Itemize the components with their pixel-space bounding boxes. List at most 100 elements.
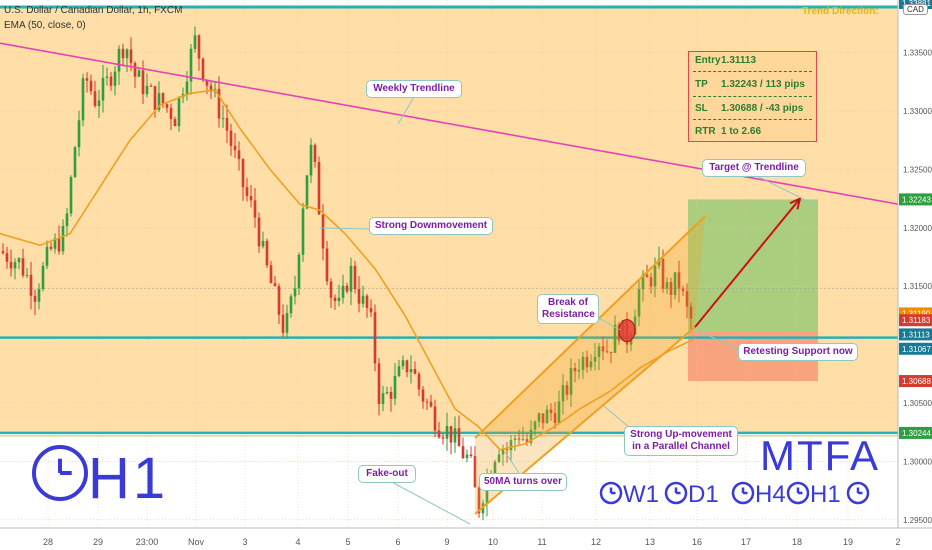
candle-body <box>261 240 265 247</box>
trade-plan-box: Entry 1.31113 TP 1.32243 / 113 pips SL 1… <box>688 51 817 142</box>
tp-value: 1.32243 / 113 pips <box>721 79 805 90</box>
candle-body <box>145 85 149 95</box>
candle-body <box>301 208 305 255</box>
candle <box>285 304 289 339</box>
candle-body <box>385 392 389 394</box>
candle-body <box>169 107 173 120</box>
weekly-trendline-callout: Weekly Trendline <box>366 80 462 98</box>
candle-body <box>393 376 397 399</box>
candle <box>405 359 409 378</box>
ma-turns-over-callout: 50MA turns over <box>479 473 567 491</box>
break-line-1: Break of <box>547 297 588 308</box>
price-label: 1.31067 <box>899 342 932 355</box>
target-callout: Target @ Trendline <box>702 159 806 177</box>
sl-value: 1.30688 / -43 pips <box>721 103 804 114</box>
candle-body <box>561 385 565 402</box>
candle-body <box>321 214 325 249</box>
candle-body <box>665 282 669 289</box>
candle-body <box>189 48 193 82</box>
tp-label: TP <box>695 79 708 90</box>
timeframe-item: W1 <box>623 481 659 508</box>
candle-body <box>609 351 613 353</box>
y-tick-label: 1.29500 <box>903 516 932 525</box>
candle <box>45 240 49 270</box>
candle <box>265 238 269 269</box>
trade-divider <box>693 96 812 97</box>
candle <box>549 403 553 421</box>
candle-body <box>401 360 405 367</box>
candle-body <box>449 426 453 443</box>
candle <box>581 352 585 379</box>
candle <box>329 278 333 309</box>
clock-icon <box>731 481 755 505</box>
candle-body <box>113 71 117 86</box>
weekly-trendline <box>0 42 932 212</box>
candle-body <box>389 392 393 399</box>
candle-body <box>553 413 557 424</box>
candle <box>397 360 401 378</box>
candle <box>49 242 53 251</box>
clock-icon <box>786 481 810 505</box>
candle <box>309 138 313 184</box>
mtfa-label: MTFA <box>760 432 880 479</box>
clock-icon <box>664 481 688 505</box>
trend-direction-label: Trend Direction: <box>802 6 879 17</box>
candle-body <box>597 346 601 357</box>
candle <box>153 85 157 118</box>
candle <box>613 315 617 353</box>
candle-body <box>13 262 17 269</box>
candle <box>441 433 445 445</box>
candle <box>601 336 605 361</box>
candle-body <box>245 187 249 197</box>
candle-body <box>21 258 25 276</box>
ema50-line <box>0 89 696 451</box>
candle <box>401 355 405 370</box>
break-of-resistance-callout: Break of Resistance <box>537 294 599 324</box>
candle-body <box>289 296 293 314</box>
price-label: 1.31183 <box>899 314 932 327</box>
candle <box>113 66 117 96</box>
strong-up-movement-callout: Strong Up-movement in a Parallel Channel <box>624 426 738 456</box>
candle <box>453 416 457 454</box>
candle-body <box>441 437 445 439</box>
candle <box>585 350 589 373</box>
candle-body <box>29 274 33 296</box>
candle-body <box>369 307 373 313</box>
time-axis <box>0 528 932 550</box>
candle-body <box>309 144 313 176</box>
candle <box>109 72 113 91</box>
callout-pointer <box>319 227 373 230</box>
candle <box>149 83 153 87</box>
candle-body <box>433 406 437 431</box>
candle-body <box>61 226 65 252</box>
candle <box>677 260 681 303</box>
y-tick-label: 1.30000 <box>903 457 932 466</box>
candle <box>281 304 285 338</box>
candle-body <box>517 438 521 440</box>
candle <box>345 282 349 294</box>
candle-body <box>273 283 277 287</box>
price-label-text: 1.30688 <box>902 377 931 386</box>
timeframe-item: H1 <box>810 481 841 508</box>
candle-body <box>297 254 301 289</box>
sl-label: SL <box>695 103 708 114</box>
candle <box>597 343 601 371</box>
candle <box>105 67 109 86</box>
candle-body <box>45 246 49 266</box>
candle <box>97 89 101 119</box>
candle-body <box>521 439 525 441</box>
y-tick-label: 1.32500 <box>903 165 932 174</box>
candle-body <box>453 428 457 443</box>
price-label-text: 1.32243 <box>902 195 931 204</box>
candle <box>101 64 105 113</box>
candle-body <box>593 356 597 362</box>
candle <box>533 420 537 437</box>
candle-body <box>657 258 661 266</box>
currency-badge[interactable]: CAD <box>903 4 928 15</box>
candle <box>121 43 125 67</box>
candle-body <box>649 277 653 287</box>
candle-body <box>97 100 101 107</box>
candle <box>517 429 521 446</box>
candle-body <box>381 393 385 404</box>
candle <box>541 413 545 430</box>
